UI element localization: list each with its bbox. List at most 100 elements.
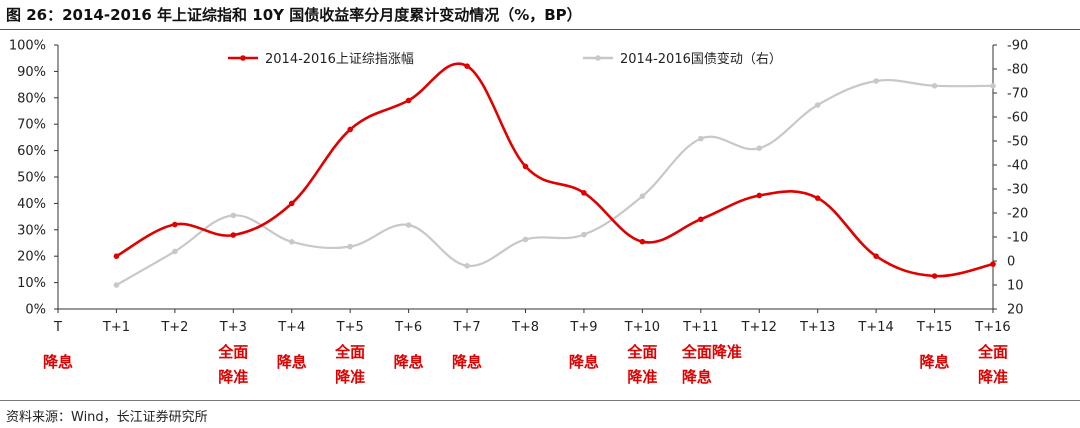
x-tick-label: T+10 <box>624 320 660 335</box>
right-tick-label: -90 <box>1007 39 1028 54</box>
data-point <box>113 253 120 259</box>
policy-annotation-label: 全面降准 <box>681 343 742 361</box>
chart-legend: 2014-2016上证综指涨幅 2014-2016国债变动（右） <box>228 51 782 67</box>
x-tick-label: T+16 <box>974 320 1010 335</box>
data-point <box>522 163 529 170</box>
x-tick-label: T+13 <box>799 320 835 335</box>
data-point <box>756 192 763 199</box>
data-point <box>873 78 879 84</box>
left-tick-label: 0% <box>25 303 46 318</box>
x-tick-label: T+3 <box>219 320 247 335</box>
x-tick-label: T+14 <box>857 320 893 335</box>
data-point <box>347 243 353 250</box>
series-line <box>115 62 994 278</box>
x-tick-label: T+12 <box>741 320 777 335</box>
policy-annotation-label: 降息 <box>920 353 950 371</box>
x-tick-label: T+8 <box>511 320 539 335</box>
data-point <box>113 282 120 288</box>
policy-annotation-label: 降息 <box>682 368 712 386</box>
policy-annotation-label: 全面 <box>626 343 657 361</box>
policy-annotation-label: 降息 <box>43 353 73 371</box>
right-tick-label: -30 <box>1007 183 1028 198</box>
left-tick-label: 50% <box>17 171 46 186</box>
legend-marker <box>240 55 246 61</box>
right-tick-label: -40 <box>1007 159 1028 174</box>
data-point <box>172 248 178 255</box>
data-point <box>756 145 763 151</box>
series-bond-change <box>113 78 996 288</box>
data-point <box>698 135 704 142</box>
data-point <box>522 236 529 243</box>
left-tick-label: 80% <box>17 91 46 106</box>
x-tick-label: T+9 <box>569 320 597 335</box>
data-point <box>814 102 821 108</box>
right-tick-label: 10 <box>1007 279 1024 294</box>
policy-annotation-label: 降息 <box>277 353 307 371</box>
right-tick-label: -60 <box>1007 111 1028 126</box>
right-tick-label: -50 <box>1007 135 1028 150</box>
data-point <box>639 193 646 199</box>
policy-annotation-label: 全面 <box>977 343 1008 361</box>
left-tick-label: 30% <box>17 223 46 238</box>
data-point <box>288 239 295 245</box>
policy-annotation-label: 降息 <box>394 353 424 371</box>
policy-annotation-label: 降准 <box>335 368 365 386</box>
data-point <box>172 221 178 228</box>
right-tick-label: 20 <box>1007 303 1024 318</box>
x-tick-label: T+15 <box>916 320 952 335</box>
data-point <box>581 231 587 238</box>
right-tick-label: -80 <box>1007 63 1028 78</box>
x-tick-label: T+1 <box>102 320 130 335</box>
x-tick-label: T+5 <box>336 320 364 335</box>
data-point <box>814 195 821 201</box>
chart-title: 图 26：2014-2016 年上证综指和 10Y 国债收益率分月度累计变动情况… <box>6 6 582 24</box>
left-tick-label: 90% <box>17 65 46 80</box>
data-point <box>230 232 237 238</box>
policy-annotation-label: 降息 <box>569 353 599 371</box>
policy-annotation-label: 全面 <box>334 343 365 361</box>
data-point <box>931 83 938 89</box>
policy-annotation-label: 降息 <box>452 353 482 371</box>
right-tick-label: 0 <box>1007 255 1015 270</box>
source-divider <box>0 400 1080 401</box>
data-point <box>464 63 470 69</box>
data-point <box>581 190 587 196</box>
legend-label: 2014-2016上证综指涨幅 <box>265 52 414 67</box>
x-tick-label: T+6 <box>394 320 422 335</box>
left-tick-label: 100% <box>9 39 46 54</box>
left-tick-label: 20% <box>17 250 46 265</box>
right-tick-label: -20 <box>1007 207 1028 222</box>
x-tick-label: T+7 <box>453 320 481 335</box>
policy-annotation-label: 降准 <box>627 368 657 386</box>
x-tick-label: T+2 <box>160 320 188 335</box>
left-tick-label: 10% <box>17 276 46 291</box>
data-point <box>464 263 470 269</box>
source-note: 资料来源：Wind，长江证券研究所 <box>6 410 208 425</box>
data-point <box>347 126 353 133</box>
data-point <box>990 261 996 267</box>
series-line <box>115 79 994 286</box>
data-point <box>931 273 938 279</box>
policy-annotation-label: 全面 <box>217 343 248 361</box>
right-tick-label: -70 <box>1007 87 1028 102</box>
title-divider <box>0 29 1080 30</box>
x-tick-label: T <box>53 320 62 335</box>
left-tick-label: 70% <box>17 118 46 133</box>
right-tick-label: -10 <box>1007 231 1028 246</box>
data-point <box>990 83 996 89</box>
legend-label: 2014-2016国债变动（右） <box>620 51 782 67</box>
series-shanghai-composite <box>113 62 996 279</box>
chart-axes: 0% 10% 20% 30% 40% 50% 60% 70% 80% 90% 100% 20 10 0 -1… <box>9 39 1028 336</box>
data-point <box>405 97 412 104</box>
left-tick-label: 60% <box>17 144 46 159</box>
policy-annotation-label: 降准 <box>978 368 1008 386</box>
data-point <box>230 212 237 219</box>
left-tick-label: 40% <box>17 197 46 212</box>
data-point <box>873 253 879 259</box>
x-tick-label: T+11 <box>682 320 718 335</box>
data-point <box>288 200 295 207</box>
policy-annotation-label: 降准 <box>218 368 248 386</box>
data-point <box>639 238 646 245</box>
